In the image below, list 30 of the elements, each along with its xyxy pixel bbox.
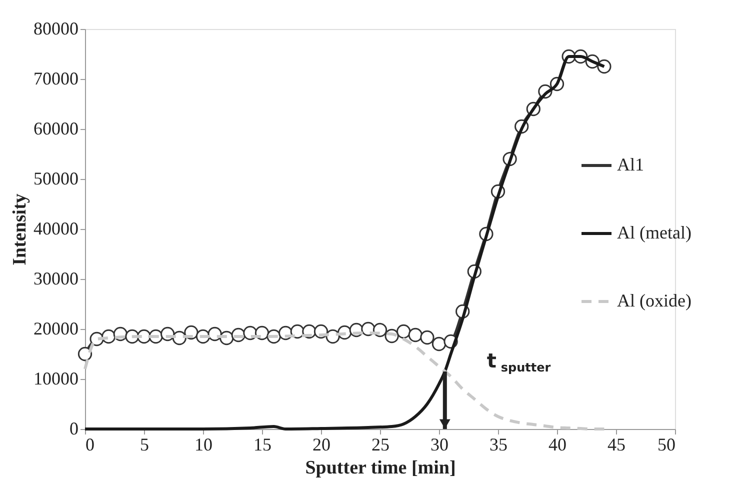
x-tick-label: 5 bbox=[140, 434, 149, 454]
point bbox=[408, 328, 422, 342]
y-tick-label: 50000 bbox=[34, 168, 78, 188]
legend-label: Al (metal) bbox=[617, 222, 692, 242]
x-tick-label: 35 bbox=[490, 434, 508, 454]
y-tick-label: 0 bbox=[70, 418, 78, 438]
point bbox=[432, 336, 446, 352]
x-tick-label: 20 bbox=[312, 434, 330, 454]
x-tick-label: 15 bbox=[254, 434, 272, 454]
x-tick-label: 40 bbox=[548, 434, 566, 454]
y-tick-label: 10000 bbox=[34, 368, 78, 388]
x-tick-label: 50 bbox=[658, 434, 676, 454]
x-axis-title: Sputter time [min] bbox=[305, 458, 456, 478]
y-tick-label: 40000 bbox=[34, 218, 78, 238]
y-axis-title: Intensity bbox=[10, 193, 30, 266]
x-tick-label: 30 bbox=[430, 434, 448, 454]
y-tick-label: 60000 bbox=[34, 118, 78, 138]
legend-label: Al1 bbox=[617, 154, 644, 174]
y-tick-label: 30000 bbox=[34, 268, 78, 288]
y-tick-label: 20000 bbox=[34, 318, 78, 338]
x-tick-label: 25 bbox=[372, 434, 390, 454]
legend-label: Al (oxide) bbox=[617, 290, 692, 310]
y-tick-label: 70000 bbox=[34, 68, 78, 88]
y-tick-label: 80000 bbox=[34, 18, 78, 38]
x-tick-label: 45 bbox=[608, 434, 626, 454]
point bbox=[420, 330, 434, 345]
x-tick-label: 0 bbox=[86, 434, 94, 454]
point bbox=[78, 346, 92, 362]
x-tick-label: 10 bbox=[194, 434, 212, 454]
point bbox=[396, 324, 411, 339]
